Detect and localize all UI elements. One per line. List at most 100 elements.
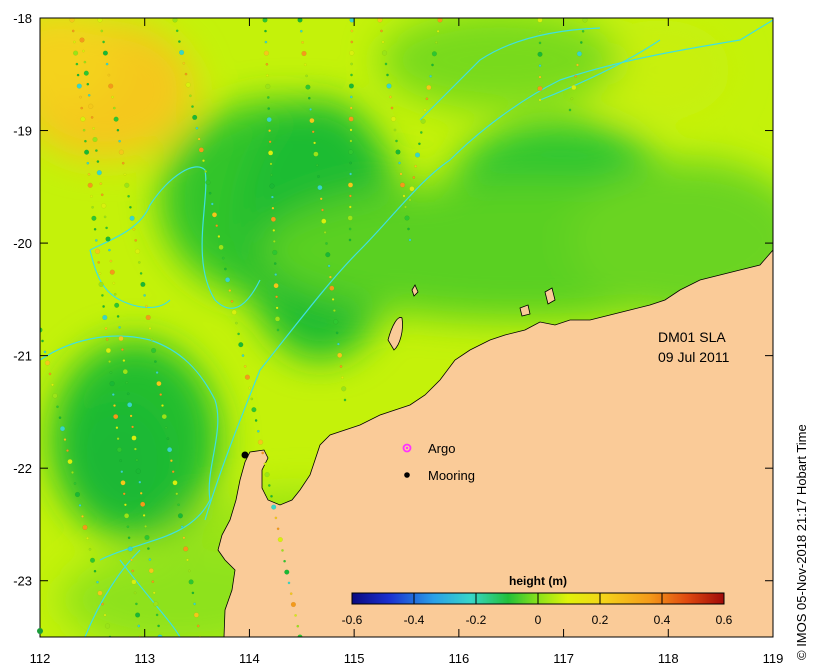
track-dot <box>349 50 355 56</box>
track-dot <box>402 194 406 198</box>
track-dot <box>144 534 150 541</box>
track-dot <box>538 98 542 102</box>
track-dot <box>185 82 191 88</box>
track-dot <box>265 74 269 77</box>
x-tick-label: 115 <box>344 651 365 666</box>
track-dot <box>108 248 111 252</box>
track-dot <box>271 195 274 199</box>
track-dot <box>154 360 157 363</box>
track-dot <box>350 62 353 66</box>
track-dot <box>272 229 276 232</box>
track-dot <box>436 29 440 33</box>
track-dot <box>67 459 73 465</box>
track-dot <box>166 437 170 441</box>
track-dot <box>124 182 130 188</box>
track-dot <box>116 128 120 132</box>
track-dot <box>107 73 111 77</box>
track-dot <box>313 141 316 145</box>
plot-frame <box>39 17 774 638</box>
track-dot <box>570 97 574 101</box>
track-dot <box>135 468 141 474</box>
track-dot <box>138 480 142 484</box>
track-dot <box>315 163 319 167</box>
track-dot <box>414 164 417 168</box>
track-dot <box>82 49 85 53</box>
track-dot <box>74 491 81 498</box>
track-dot <box>250 397 254 401</box>
track-dot <box>87 182 93 188</box>
track-dot <box>191 105 194 108</box>
track-dot <box>348 83 354 89</box>
track-dot <box>317 175 320 178</box>
track-dot <box>204 170 208 173</box>
track-dot <box>81 515 84 518</box>
track-dot <box>348 238 352 242</box>
track-dot <box>429 74 432 78</box>
track-dot <box>215 224 219 228</box>
track-dot <box>297 18 303 23</box>
track-dot <box>277 537 283 543</box>
track-dot <box>79 95 82 99</box>
track-dot <box>159 393 163 396</box>
track-dot <box>335 331 339 335</box>
track-dot <box>118 326 121 329</box>
track-dot <box>270 494 273 498</box>
legend-mooring-label: Mooring <box>428 468 475 483</box>
track-dot <box>348 116 354 122</box>
track-dot <box>83 60 87 64</box>
track-dot <box>271 504 277 510</box>
track-dot <box>84 149 90 155</box>
track-dot <box>269 183 275 189</box>
track-dot <box>86 161 90 165</box>
track-dot <box>139 272 143 275</box>
track-dot <box>350 29 354 33</box>
track-dot <box>420 118 426 124</box>
track-dot <box>105 236 111 242</box>
track-dot <box>79 37 85 43</box>
track-dot <box>135 458 139 462</box>
track-dot <box>389 95 392 99</box>
track-dot <box>179 49 185 56</box>
track-dot <box>348 149 354 155</box>
track-dot <box>576 51 582 57</box>
track-dot <box>241 354 245 357</box>
track-dot <box>386 73 389 77</box>
track-dot <box>390 116 397 122</box>
track-dot <box>133 591 137 595</box>
y-tick-label: -21 <box>13 349 32 364</box>
track-dot <box>404 215 410 221</box>
track-dot <box>82 524 88 530</box>
track-dot <box>265 83 271 89</box>
track-dot <box>307 96 311 100</box>
track-dot <box>419 131 423 134</box>
track-dot <box>140 281 146 287</box>
track-dot <box>317 185 323 191</box>
track-dot <box>398 161 401 165</box>
product-date: 09 Jul 2011 <box>658 349 730 365</box>
track-dot <box>305 84 311 90</box>
track-dot <box>224 267 227 271</box>
track-dot <box>426 84 432 91</box>
track-dot <box>105 62 109 66</box>
track-dot <box>135 602 138 606</box>
track-dot <box>139 491 143 495</box>
track-dot <box>381 50 388 56</box>
track-dot <box>164 426 168 430</box>
track-dot <box>104 623 111 629</box>
track-dot <box>350 73 353 77</box>
track-dot <box>188 579 194 585</box>
track-dot <box>294 614 297 617</box>
colorbar-tick-label: -0.6 <box>342 613 363 627</box>
track-dot <box>377 18 383 23</box>
track-dot <box>202 159 205 163</box>
track-dot <box>281 549 284 552</box>
colorbar-tick-label: 0.2 <box>592 613 609 627</box>
track-dot <box>571 84 577 91</box>
track-dot <box>127 546 133 552</box>
track-dot <box>75 62 79 66</box>
colorbar-tick-label: 0.4 <box>654 613 671 627</box>
colorbar-tick-label: 0.6 <box>716 613 733 627</box>
track-dot <box>140 501 146 507</box>
track-dot <box>118 335 124 342</box>
track-dot <box>109 269 115 275</box>
